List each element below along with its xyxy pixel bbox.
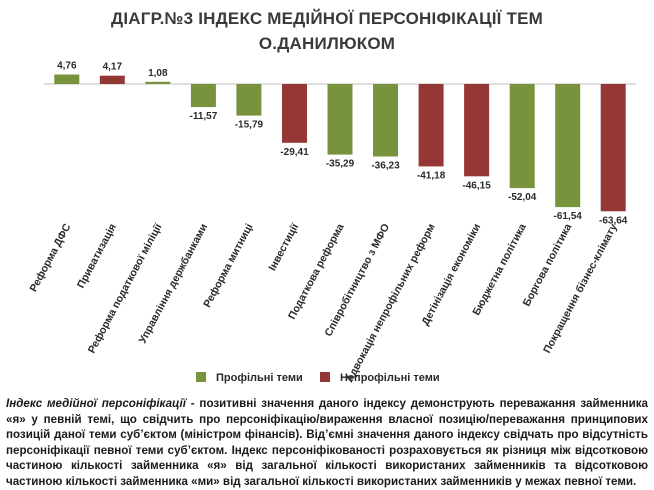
chart-title-line-2: О.ДАНИЛЮКОМ	[258, 34, 396, 53]
caption-body: - позитивні значення даного індексу демо…	[6, 397, 648, 488]
chart-caption: Індекс медійної персоніфікації - позитив…	[6, 396, 648, 490]
value-label-8: -36,23	[371, 161, 400, 172]
legend-label-nonprofile: Непрофільні теми	[340, 372, 440, 384]
value-label-9: -41,18	[417, 170, 446, 181]
value-label-12: -61,54	[554, 211, 583, 222]
category-label-6: Інвестиції	[266, 221, 301, 273]
bar-13	[600, 84, 626, 212]
value-label-1: 4,76	[57, 61, 77, 72]
bar-10	[464, 84, 490, 177]
value-label-7: -35,29	[326, 159, 355, 170]
bar-8	[373, 84, 398, 157]
value-label-5: -15,79	[235, 120, 264, 131]
value-label-3: 1,08	[148, 68, 168, 79]
bar-1	[54, 74, 80, 84]
legend-swatch-nonprofile	[320, 372, 330, 382]
value-label-10: -46,15	[462, 180, 491, 191]
category-label-5: Реформа митниці	[201, 222, 255, 310]
bar-chart: 4,76 Реформа ДФС 4,17 Приватизація 1,08 Рефор…	[28, 61, 636, 385]
chart-title: ДІАГР.№3 ІНДЕКС МЕДІЙНОЇ ПЕРСОНІФІКАЦІЇ …	[0, 6, 654, 56]
value-label-2: 4,17	[103, 62, 123, 73]
category-label-1: Реформа ДФС	[28, 221, 74, 293]
bar-4	[190, 84, 216, 108]
caption-lead: Індекс медійної персоніфікації	[6, 397, 186, 410]
value-label-6: -29,41	[280, 147, 309, 158]
bar-2	[99, 75, 125, 84]
category-label-2: Приватизація	[75, 222, 119, 291]
value-label-11: -52,04	[508, 192, 537, 203]
value-label-4: -11,57	[189, 111, 217, 122]
legend-swatch-profile	[196, 372, 206, 382]
bar-3	[145, 81, 171, 84]
category-label-9: Адвокація непрофільних реформ	[344, 222, 438, 385]
chart-title-line-1: ДІАГР.№3 ІНДЕКС МЕДІЙНОЇ ПЕРСОНІФІКАЦІЇ …	[111, 9, 543, 28]
bar-11	[509, 84, 535, 189]
value-label-13: -63,64	[599, 215, 628, 226]
bar-5	[236, 84, 262, 116]
bar-12	[555, 84, 581, 208]
bar-6	[282, 84, 307, 143]
bar-7	[327, 84, 353, 155]
bar-9	[418, 84, 444, 167]
category-label-12: Боргова політика	[521, 222, 575, 309]
legend-label-profile: Профільні теми	[216, 372, 303, 384]
